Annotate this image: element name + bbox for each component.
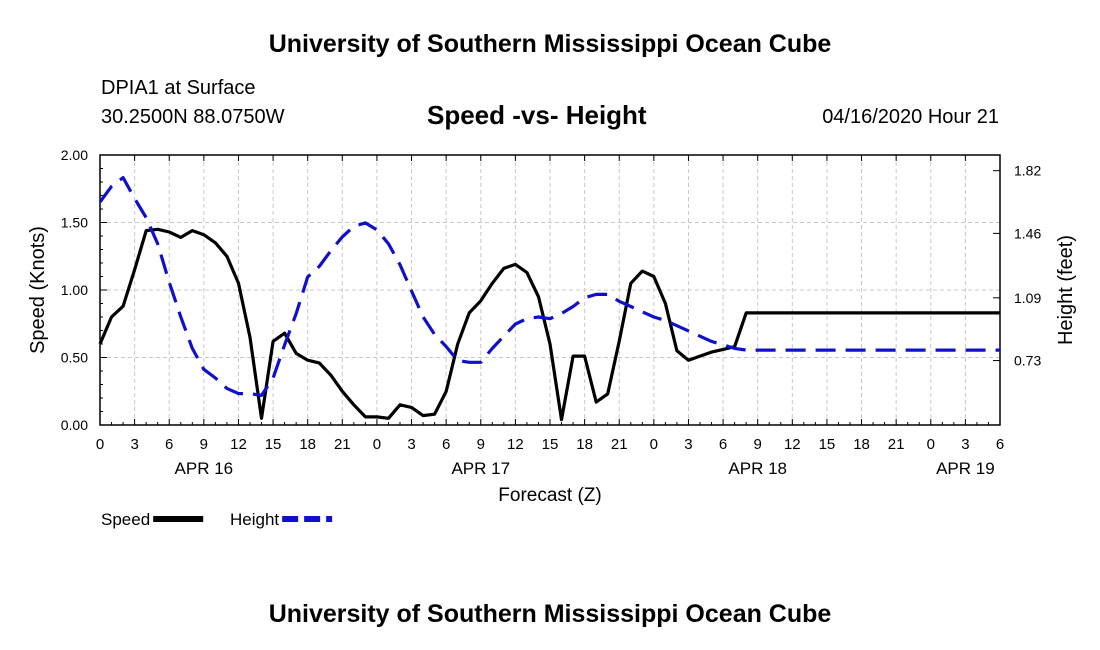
x-tick-label: 12 [230, 436, 247, 453]
axis-ticks [99, 154, 1001, 426]
legend-label-speed: Speed [101, 510, 150, 529]
station-location: 30.2500N 88.0750W [101, 106, 285, 128]
x-tick-label: 21 [888, 436, 905, 453]
x-tick-label: 21 [611, 436, 628, 453]
axis-labels: 0 3 6 9 12 15 18 21 0 3 6 9 12 15 18 21 0 3 6 9 12 15 18 21 0 3 6 0… [27, 147, 1077, 506]
speed-series-line [98, 227, 1000, 422]
legend: Speed Height [101, 510, 333, 529]
y-tick-label: 2.00 [61, 147, 88, 163]
y2-tick-label: 1.82 [1014, 163, 1041, 179]
x-tick-label: 15 [819, 436, 836, 453]
day-label: APR 19 [936, 459, 995, 478]
legend-label-height: Height [230, 510, 279, 529]
series-layer [98, 176, 1000, 422]
x-tick-label: 9 [754, 436, 762, 453]
x-tick-label: 12 [507, 436, 524, 453]
y2-tick-label: 0.73 [1014, 353, 1041, 369]
x-tick-label: 21 [334, 436, 351, 453]
x-tick-label: 15 [265, 436, 282, 453]
x-tick-label: 18 [853, 436, 870, 453]
x-tick-label: 6 [719, 436, 727, 453]
station-name: DPIA1 at Surface [101, 77, 256, 99]
x-tick-label: 3 [684, 436, 692, 453]
footer-title: University of Southern Mississippi Ocean… [268, 600, 832, 628]
x-tick-label: 6 [165, 436, 173, 453]
x-tick-label: 3 [407, 436, 415, 453]
x-tick-label: 0 [927, 436, 935, 453]
x-tick-label: 15 [542, 436, 559, 453]
x-tick-label: 18 [299, 436, 316, 453]
x-axis-title: Forecast (Z) [498, 485, 601, 506]
x-tick-label: 9 [477, 436, 485, 453]
x-tick-label: 0 [96, 436, 104, 453]
height-series-line [98, 176, 1000, 397]
grid [100, 155, 1000, 425]
y2-tick-label: 1.09 [1014, 290, 1041, 306]
day-label: APR 16 [175, 459, 234, 478]
day-label: APR 18 [728, 459, 787, 478]
day-label: APR 17 [451, 459, 510, 478]
chart-title: Speed -vs- Height [427, 100, 647, 130]
y-tick-label: 0.00 [61, 417, 88, 433]
x-tick-label: 0 [650, 436, 658, 453]
y2-tick-label: 1.46 [1014, 225, 1041, 241]
y2-axis-title: Height (feet) [1055, 235, 1077, 345]
y-tick-label: 0.50 [61, 350, 88, 366]
page-title: University of Southern Mississippi Ocean… [268, 30, 832, 58]
x-tick-label: 6 [442, 436, 450, 453]
y-tick-label: 1.00 [61, 282, 88, 298]
x-tick-label: 9 [200, 436, 208, 453]
y-axis-title: Speed (Knots) [27, 226, 49, 354]
x-tick-label: 0 [373, 436, 381, 453]
x-tick-label: 6 [996, 436, 1004, 453]
y-tick-label: 1.50 [61, 215, 88, 231]
x-tick-label: 3 [961, 436, 969, 453]
x-tick-label: 3 [130, 436, 138, 453]
forecast-date: 04/16/2020 Hour 21 [822, 106, 999, 128]
x-tick-label: 12 [784, 436, 801, 453]
x-tick-label: 18 [576, 436, 593, 453]
